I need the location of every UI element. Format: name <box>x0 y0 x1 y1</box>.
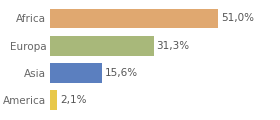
Bar <box>50 63 102 83</box>
Text: 15,6%: 15,6% <box>104 68 137 78</box>
Text: 31,3%: 31,3% <box>156 41 189 51</box>
Bar <box>50 9 218 28</box>
Bar <box>50 36 153 56</box>
Text: 51,0%: 51,0% <box>221 13 254 24</box>
Text: 2,1%: 2,1% <box>60 95 87 105</box>
Bar <box>50 90 57 110</box>
